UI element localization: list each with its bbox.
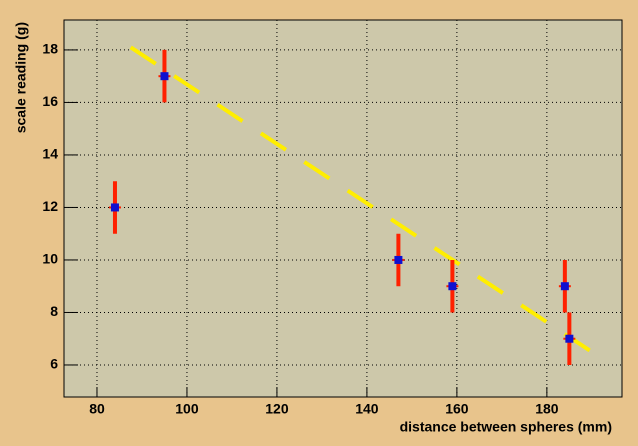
- y-tick-label: 14: [42, 146, 58, 162]
- x-tick-label: 120: [265, 401, 289, 417]
- fit-line: [129, 45, 593, 354]
- y-tick-label: 6: [50, 356, 58, 372]
- point: [565, 334, 574, 343]
- x-tick-label: 180: [535, 401, 559, 417]
- x-tick-label: 80: [89, 401, 105, 417]
- y-tick-label: 18: [42, 41, 58, 57]
- plot-area: [63, 19, 623, 398]
- y-tick-label: 16: [42, 93, 58, 109]
- point: [160, 72, 169, 81]
- point: [448, 282, 457, 291]
- x-tick-label: 100: [175, 401, 199, 417]
- point: [110, 203, 119, 212]
- y-axis-label: scale reading (g): [13, 22, 29, 133]
- point: [560, 282, 569, 291]
- x-tick-label: 160: [445, 401, 469, 417]
- x-axis-label: distance between spheres (mm): [400, 419, 612, 435]
- x-tick-label: 140: [355, 401, 379, 417]
- y-tick-label: 10: [42, 251, 58, 267]
- point: [394, 255, 403, 264]
- y-tick-label: 12: [42, 198, 58, 214]
- y-tick-label: 8: [50, 303, 58, 319]
